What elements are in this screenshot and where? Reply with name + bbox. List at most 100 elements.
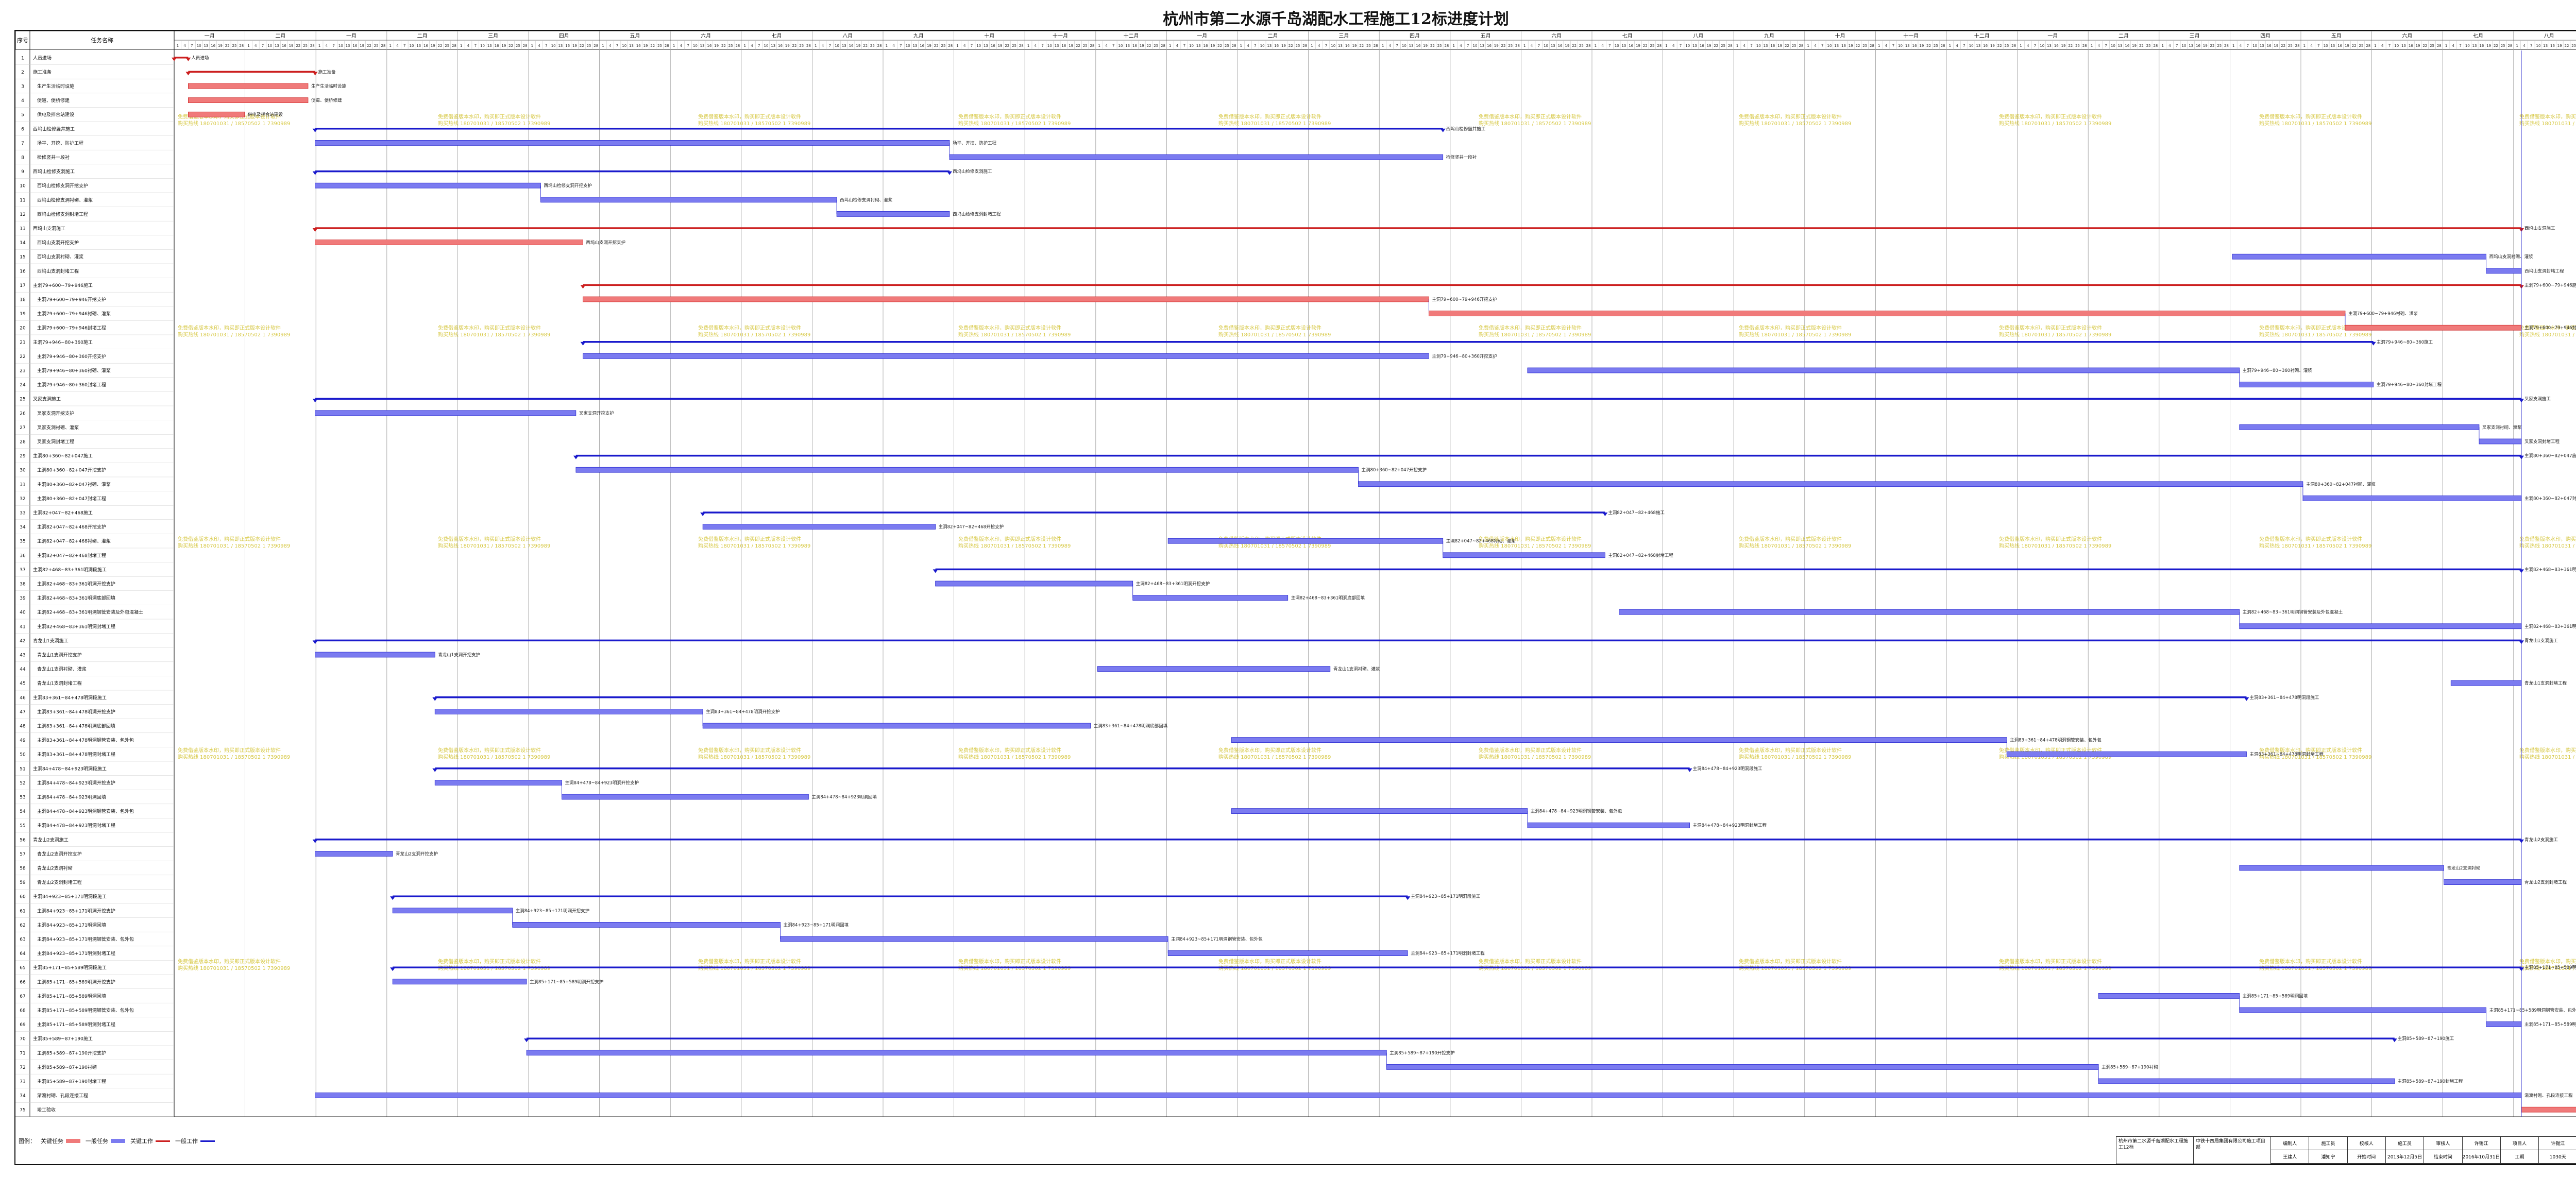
day-tick-label: 16 — [2125, 44, 2129, 48]
day-tick-label: 25 — [1012, 44, 1016, 48]
day-tick-label: 28 — [2082, 44, 2087, 48]
signoff-cell: 2013年12月5日 — [2385, 1150, 2425, 1164]
row-number: 15 — [20, 255, 25, 260]
row-task-name: 检修竖井一段衬 — [37, 155, 70, 161]
month-label: 八月 — [842, 33, 853, 39]
signoff-cell: 项目人 — [2500, 1137, 2539, 1150]
day-tick-label: 16 — [849, 44, 854, 48]
day-tick-label: 16 — [1700, 44, 1704, 48]
day-tick-label: 7 — [1608, 44, 1611, 48]
day-tick-label: 1 — [460, 44, 462, 48]
row-task-name: 西坞山支洞开挖支护 — [37, 240, 79, 246]
day-tick-label: 28 — [1657, 44, 1662, 48]
task-bar — [2239, 865, 2444, 871]
watermark-line: 购买热线 180701031 / 18570502 1 7390989 — [698, 754, 810, 760]
row-task-name: 主洞84+478~84+923明洞开挖支护 — [37, 780, 115, 786]
row-number: 60 — [20, 895, 26, 900]
day-tick-label: 28 — [2507, 44, 2512, 48]
row-number: 74 — [20, 1094, 26, 1099]
task-bar — [583, 296, 1429, 302]
day-tick-label: 16 — [352, 44, 357, 48]
row-number: 25 — [20, 397, 25, 402]
row-number: 29 — [20, 454, 26, 459]
day-tick-label: 1 — [2091, 44, 2093, 48]
row-number: 28 — [20, 440, 26, 445]
row-number: 55 — [20, 824, 25, 829]
bar-label: 主洞82+047~82+468开挖支护 — [939, 524, 1004, 530]
day-tick-label: 7 — [1254, 44, 1256, 48]
day-tick-label: 10 — [1544, 44, 1548, 48]
day-tick-label: 13 — [487, 44, 492, 48]
month-label: 十月 — [1835, 32, 1845, 39]
task-bar — [315, 240, 583, 245]
bar-label: 青龙山2支洞开挖支护 — [396, 851, 438, 857]
row-task-name: 青龙山1支洞衬砌、灌浆 — [37, 666, 87, 672]
day-tick-label: 19 — [1494, 44, 1499, 48]
bar-label: 主洞85+171~85+589明洞封堵工程 — [2524, 1022, 2576, 1028]
day-tick-label: 19 — [927, 44, 931, 48]
bar-label: 叉家支洞施工 — [2524, 396, 2551, 402]
day-tick-label: 1 — [2232, 44, 2234, 48]
watermark-line: 免费借鉴版本水印，购买即正式版本设计软件 — [698, 113, 801, 120]
day-tick-label: 10 — [1118, 44, 1123, 48]
watermark-line: 免费借鉴版本水印，购买即正式版本设计软件 — [2519, 325, 2576, 331]
day-tick-label: 13 — [1125, 44, 1130, 48]
day-tick-label: 1 — [2374, 44, 2376, 48]
row-task-name: 生产生活临时设施 — [37, 83, 74, 90]
watermark-line: 免费借鉴版本水印，购买即正式版本设计软件 — [1739, 536, 1842, 542]
row-number: 52 — [20, 781, 25, 786]
task-bar — [392, 908, 513, 914]
summary-end-marker — [1602, 513, 1608, 516]
day-tick-label: 25 — [2075, 44, 2080, 48]
bar-label: 叉家支洞衬砌、灌浆 — [2482, 424, 2522, 430]
day-tick-label: 10 — [693, 44, 698, 48]
legend-swatch-red-line — [156, 1140, 170, 1142]
bar-label: 主洞85+589~87+190衬砌 — [2102, 1064, 2158, 1070]
watermark-line: 购买热线 180701031 / 18570502 1 7390989 — [1218, 331, 1331, 338]
day-tick-label: 10 — [1969, 44, 1974, 48]
day-tick-label: 13 — [1196, 44, 1201, 48]
row-number: 56 — [20, 838, 26, 843]
row-number: 43 — [20, 653, 25, 658]
row-number: 36 — [20, 553, 26, 558]
day-tick-label: 25 — [2288, 44, 2293, 48]
row-task-name: 主洞85+171~85+589明洞开挖支护 — [37, 979, 115, 985]
row-task-name: 西坞山检修支洞开挖支护 — [37, 183, 88, 189]
day-tick-label: 10 — [976, 44, 981, 48]
day-tick-label: 25 — [2501, 44, 2505, 48]
day-tick-label: 28 — [1090, 44, 1094, 48]
summary-end-marker — [2244, 697, 2249, 701]
day-tick-label: 7 — [1325, 44, 1327, 48]
day-tick-label: 10 — [835, 44, 839, 48]
row-task-name: 主洞79+600~79+946衬砌、灌浆 — [37, 311, 111, 317]
day-tick-label: 13 — [2401, 44, 2406, 48]
watermark-line: 购买热线 180701031 / 18570502 1 7390989 — [2259, 542, 2371, 549]
row-task-name: 主洞84+478~84+923明洞回填 — [37, 794, 106, 800]
row-task-name: 主洞84+923~85+171明洞段施工 — [33, 894, 107, 900]
watermark-line: 购买热线 180701031 / 18570502 1 7390989 — [438, 331, 550, 338]
day-tick-label: 22 — [1289, 44, 1293, 48]
day-tick-label: 19 — [2132, 44, 2137, 48]
day-tick-label: 19 — [1210, 44, 1215, 48]
day-tick-label: 28 — [452, 44, 456, 48]
day-tick-label: 7 — [1041, 44, 1043, 48]
bar-label: 主洞80+360~82+047封堵工程 — [2524, 496, 2576, 501]
row-task-name: 主洞83+361~84+478明洞段施工 — [33, 694, 107, 701]
legend-item-normal-task: 一般任务 — [86, 1137, 125, 1145]
day-tick-label: 25 — [303, 44, 308, 48]
day-tick-label: 7 — [1538, 44, 1540, 48]
task-bar — [315, 182, 541, 189]
watermark-line: 免费借鉴版本水印，购买即正式版本设计软件 — [2519, 747, 2576, 754]
watermark-line: 免费借鉴版本水印，购买即正式版本设计软件 — [178, 536, 281, 542]
task-bar — [2479, 438, 2522, 445]
row-number: 13 — [20, 227, 25, 232]
bar-label: 青龙山1支洞施工 — [2524, 638, 2558, 643]
watermark-line: 购买热线 180701031 / 18570502 1 7390989 — [2519, 754, 2576, 760]
month-label: 一月 — [1197, 33, 1207, 39]
day-tick-label: 22 — [438, 44, 443, 48]
row-task-name: 主洞79+600~79+946施工 — [33, 282, 93, 288]
day-tick-label: 25 — [1366, 44, 1371, 48]
row-task-name: 便道、便桥修建 — [37, 97, 70, 104]
day-tick-label: 16 — [2337, 44, 2342, 48]
bar-label: 主洞85+171~85+589明洞钢管安装、包外包 — [2489, 1008, 2576, 1013]
